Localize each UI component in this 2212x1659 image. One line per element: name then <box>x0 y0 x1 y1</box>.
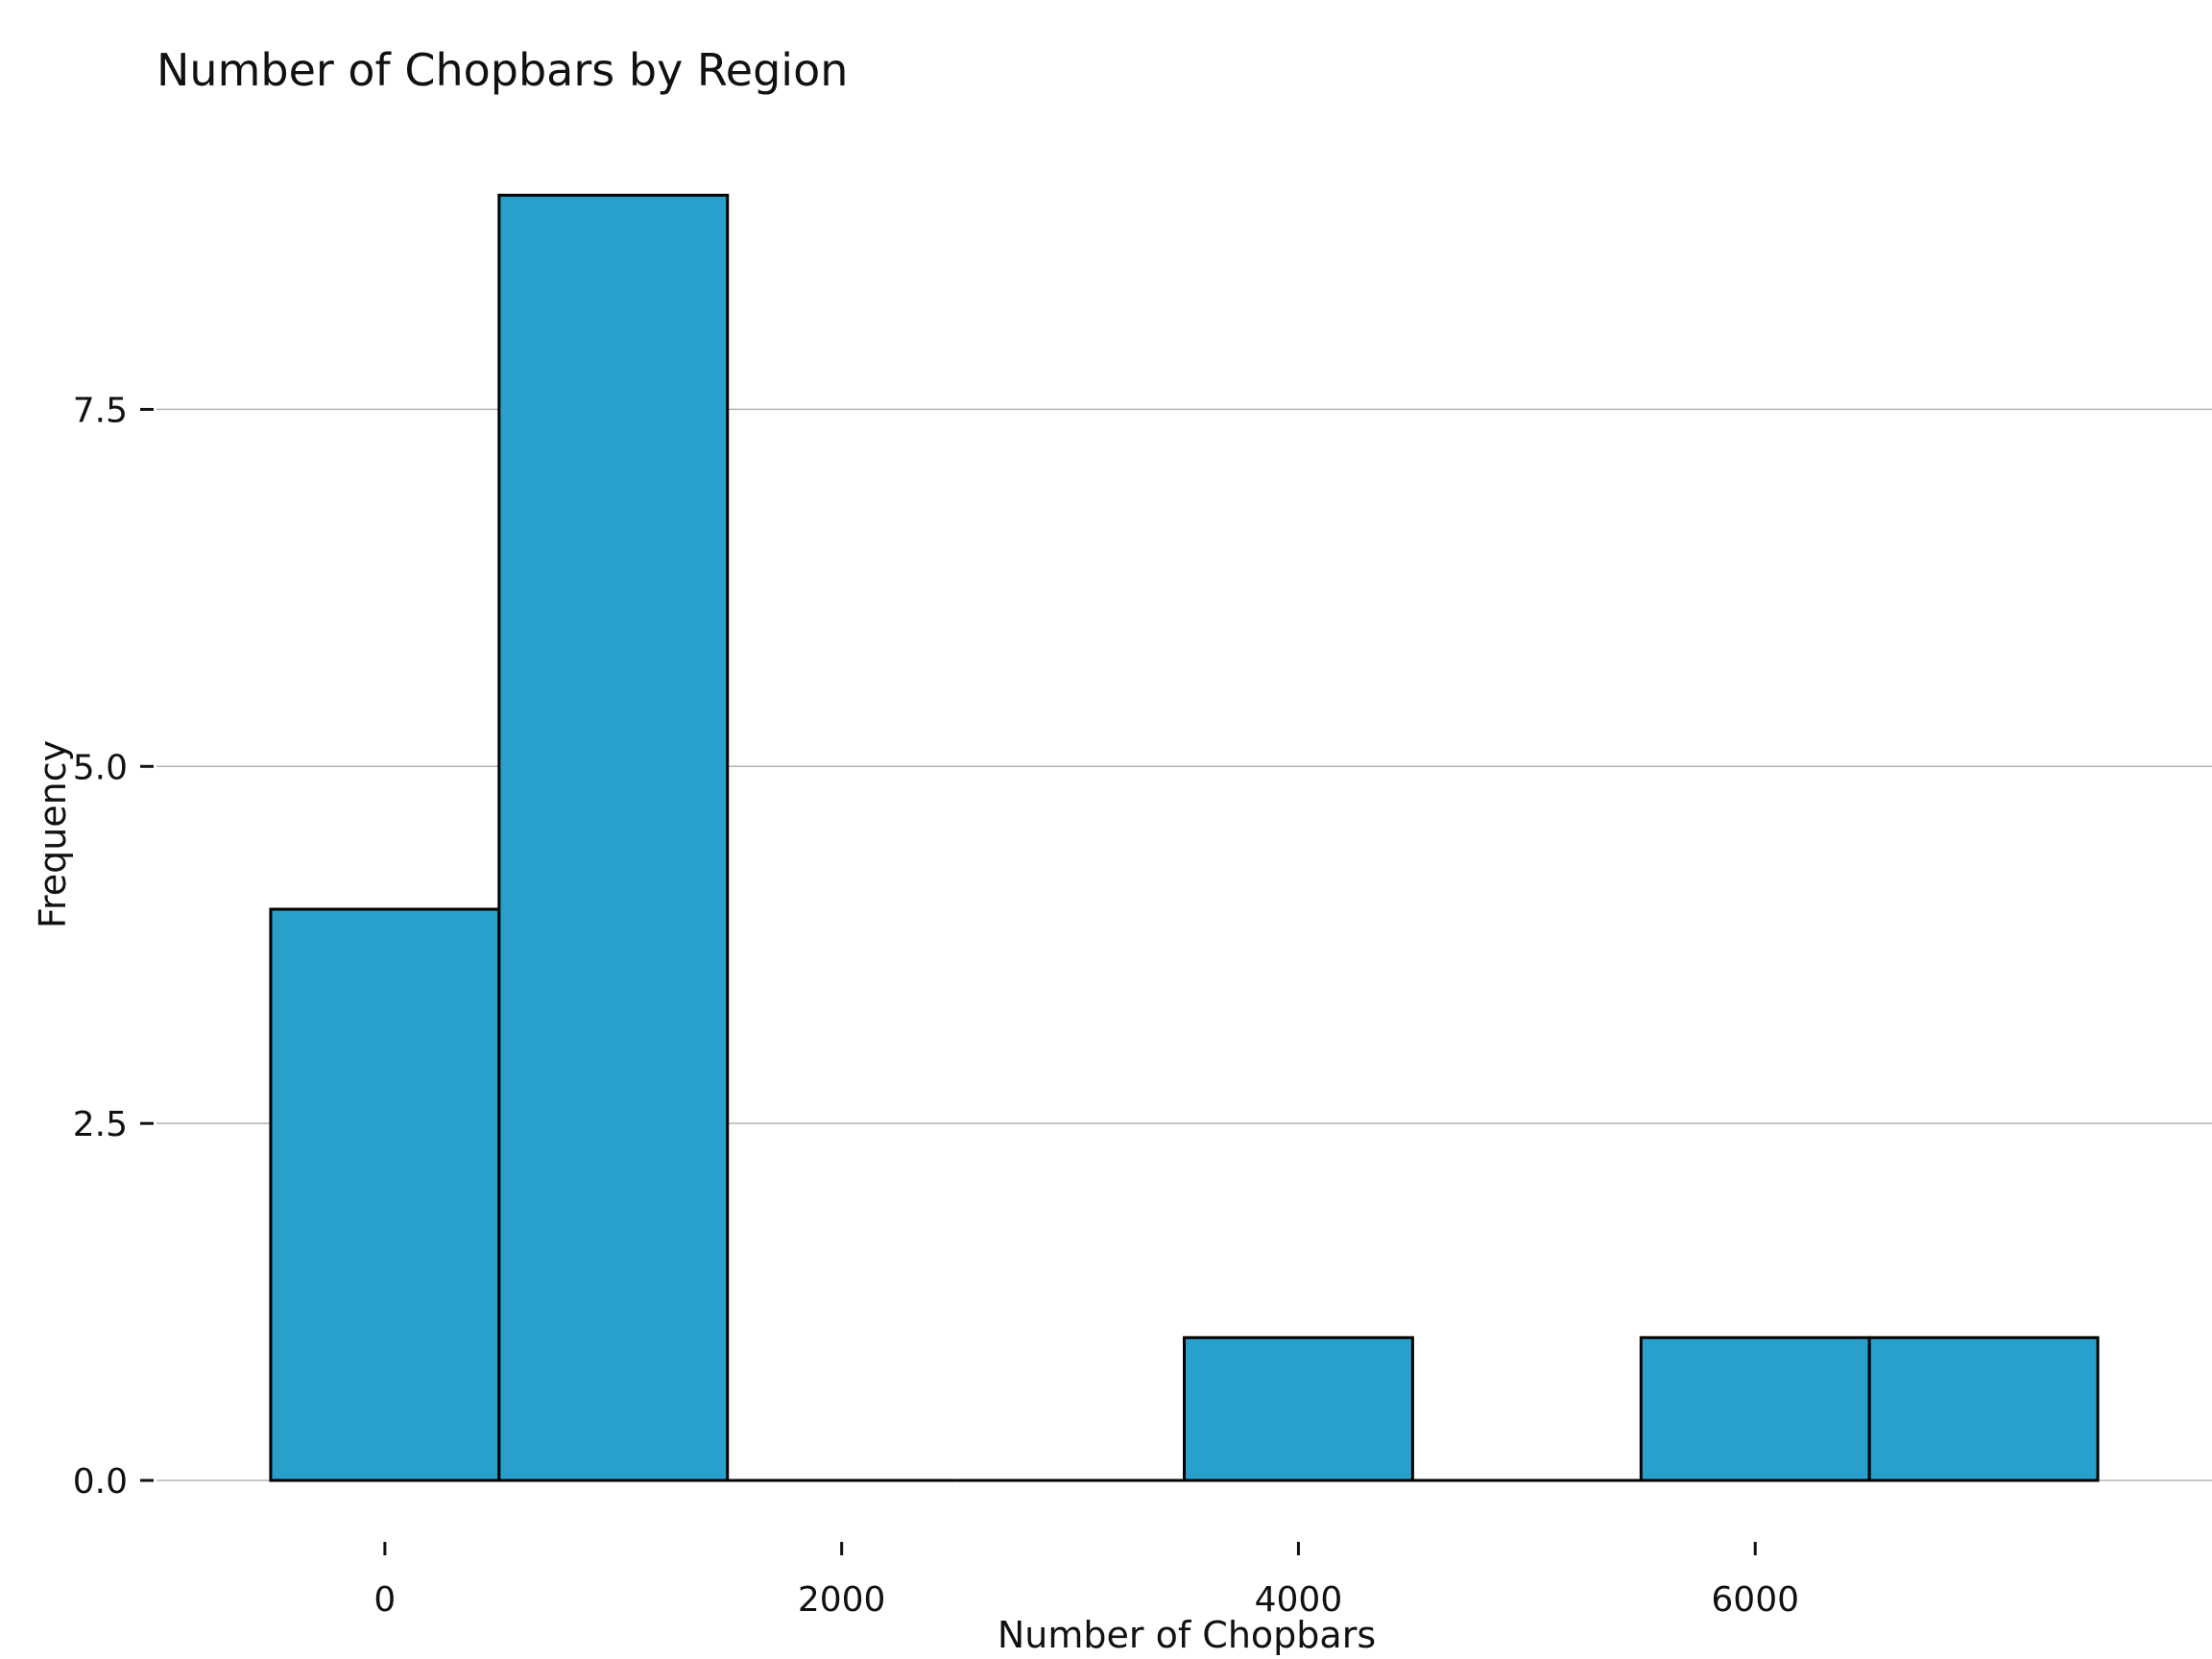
histogram-bars <box>269 193 2100 1482</box>
y-axis-label: Frequency <box>32 740 74 928</box>
x-tick-label: 6000 <box>1711 1580 1799 1620</box>
histogram-bar <box>1183 1335 1414 1482</box>
chart-title: Number of Chopbars by Region <box>156 44 849 96</box>
y-tick-label: 2.5 <box>73 1105 128 1144</box>
y-tick-label: 0.0 <box>73 1462 128 1502</box>
histogram-bar <box>497 193 730 1482</box>
histogram-bar <box>269 907 501 1482</box>
y-axis: 0.0 2.5 5.0 7.5 <box>73 391 154 1502</box>
x-tick-label: 2000 <box>798 1580 886 1620</box>
histogram-bar <box>1867 1335 2100 1482</box>
x-axis-label: Number of Chopbars <box>998 1614 1376 1656</box>
y-tick-label: 5.0 <box>73 748 128 787</box>
histogram-bar <box>1639 1335 1871 1482</box>
x-tick-label: 0 <box>373 1580 396 1620</box>
x-axis: 0 2000 4000 6000 <box>373 1542 1799 1620</box>
x-tick-label: 4000 <box>1255 1580 1343 1620</box>
y-tick-label: 7.5 <box>73 391 128 430</box>
